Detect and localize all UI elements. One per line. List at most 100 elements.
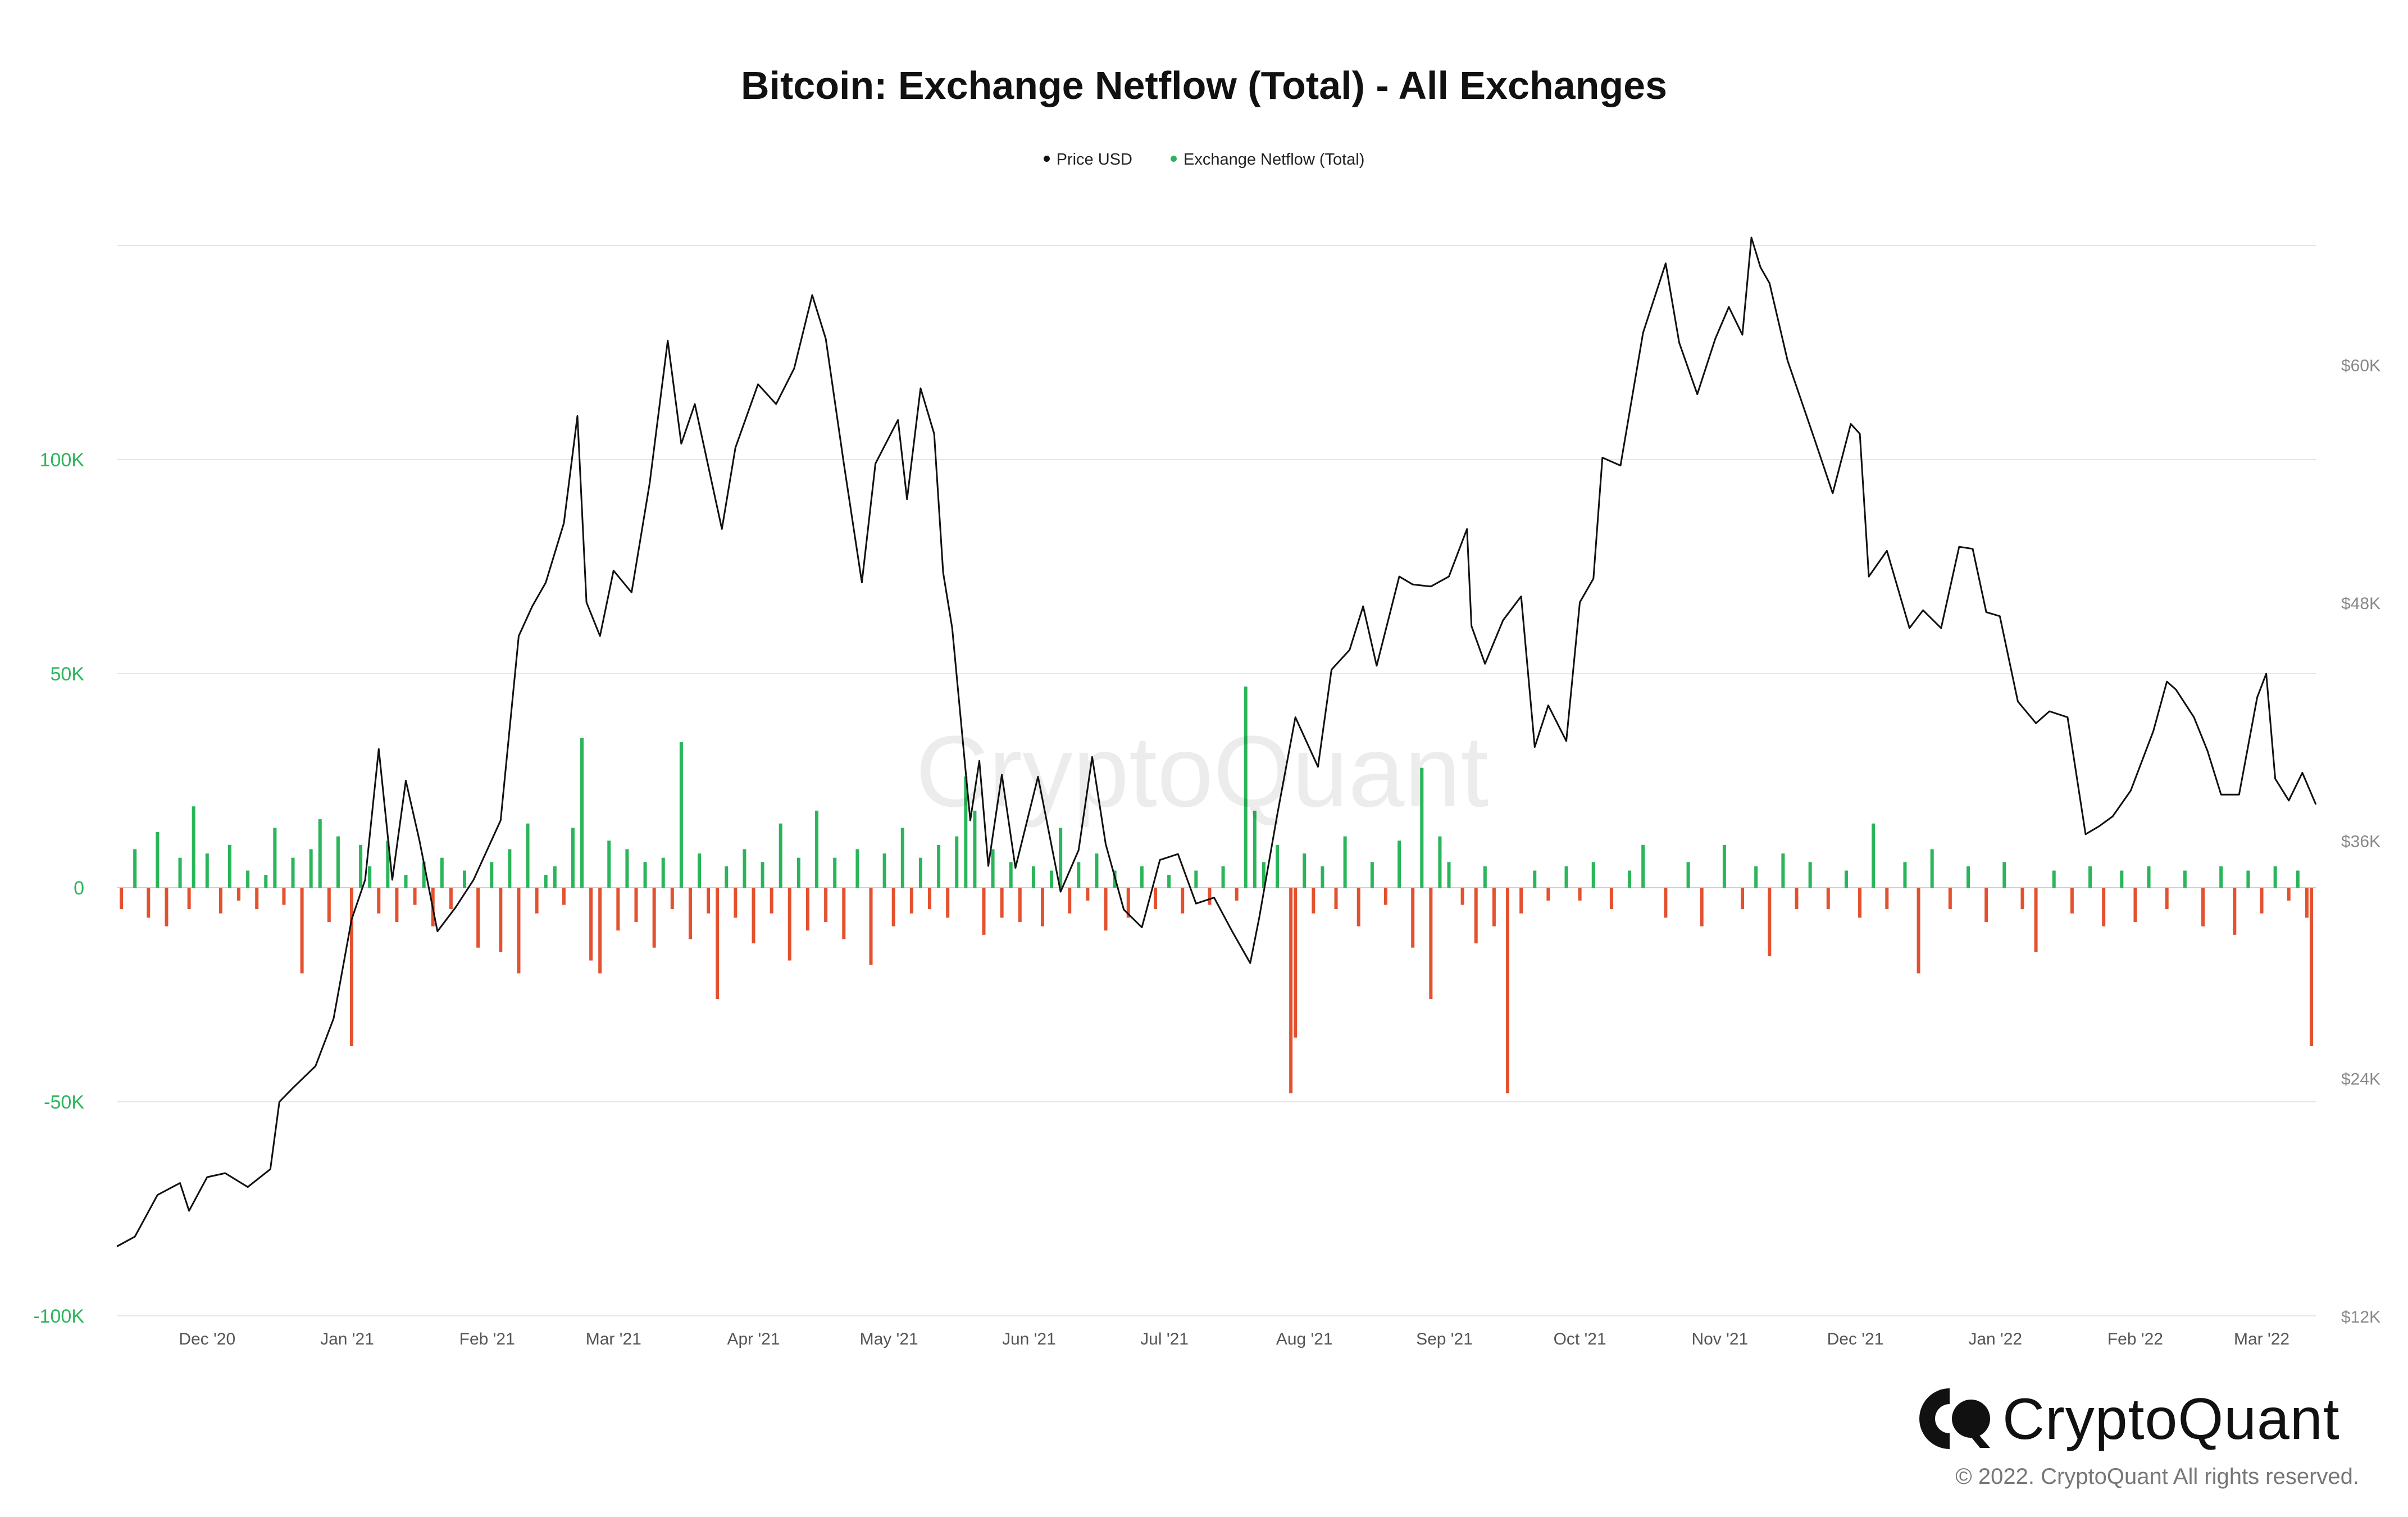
netflow-bar-20 (318, 819, 322, 888)
netflow-bar-176 (2120, 870, 2124, 888)
netflow-bar-124 (1343, 836, 1347, 888)
netflow-bar-107 (1153, 888, 1157, 910)
netflow-bar-122 (1321, 866, 1324, 888)
netflow-bar-73 (815, 810, 819, 888)
netflow-bar-105 (1126, 888, 1130, 918)
netflow-bar-44 (553, 866, 557, 888)
netflow-bar-103 (1104, 888, 1108, 931)
netflow-bar-113 (1235, 888, 1239, 901)
netflow-bar-41 (526, 823, 530, 888)
netflow-bar-135 (1474, 888, 1478, 944)
legend-item-price[interactable]: Price USD (1043, 151, 1132, 169)
netflow-bar-87 (955, 836, 959, 888)
netflow-bar-149 (1686, 862, 1690, 888)
netflow-bar-158 (1826, 888, 1830, 910)
netflow-bar-89 (973, 810, 977, 888)
netflow-bars (120, 686, 2313, 1093)
netflow-bar-52 (625, 849, 629, 888)
netflow-bar-16 (282, 888, 286, 905)
right-tick-label-3: $48K (2341, 594, 2380, 613)
netflow-bar-102 (1095, 853, 1099, 888)
netflow-bar-182 (2219, 866, 2223, 888)
netflow-bar-61 (707, 888, 711, 914)
netflow-bar-49 (598, 888, 602, 974)
netflow-bar-55 (652, 888, 656, 948)
netflow-bar-143 (1578, 888, 1582, 901)
x-tick-label-8: Aug '21 (1276, 1330, 1333, 1348)
chart-title: Bitcoin: Exchange Netflow (Total) - All … (740, 63, 1668, 107)
netflow-bar-168 (1984, 888, 1988, 922)
netflow-bar-24 (359, 844, 363, 888)
netflow-bar-43 (544, 875, 548, 888)
netflow-bar-29 (404, 875, 408, 888)
netflow-bar-56 (661, 857, 665, 888)
netflow-bar-65 (743, 849, 746, 888)
netflow-bar-26 (377, 888, 381, 914)
netflow-bar-164 (1917, 888, 1920, 974)
netflow-bar-30 (413, 888, 417, 905)
netflow-bar-38 (499, 888, 503, 952)
netflow-bar-3 (156, 832, 160, 888)
netflow-bar-185 (2260, 888, 2264, 914)
netflow-bar-53 (634, 888, 638, 922)
legend-item-netflow[interactable]: Exchange Netflow (Total) (1171, 151, 1364, 169)
netflow-bar-189 (2305, 888, 2309, 918)
netflow-bar-95 (1031, 866, 1035, 888)
netflow-bar-159 (1844, 870, 1848, 888)
netflow-bar-111 (1208, 888, 1212, 905)
netflow-bar-2 (147, 888, 151, 918)
netflow-bar-121 (1312, 888, 1315, 914)
price-line-layer (116, 237, 2317, 1247)
netflow-bar-155 (1781, 853, 1785, 888)
netflow-bar-151 (1722, 844, 1726, 888)
netflow-bar-42 (535, 888, 539, 914)
right-tick-label-0: $12K (2341, 1308, 2380, 1327)
x-tick-label-6: Jun '21 (1002, 1330, 1056, 1348)
netflow-bar-25 (368, 866, 372, 888)
netflow-bar-147 (1641, 844, 1645, 888)
netflow-bar-83 (918, 857, 922, 888)
netflow-bar-141 (1546, 888, 1550, 901)
netflow-bar-173 (2070, 888, 2074, 914)
netflow-bar-79 (882, 853, 886, 888)
netflow-bar-177 (2133, 888, 2137, 922)
netflow-bar-146 (1628, 870, 1632, 888)
netflow-bar-101 (1086, 888, 1090, 901)
netflow-bar-142 (1564, 866, 1568, 888)
netflow-bar-9 (219, 888, 222, 914)
netflow-bar-140 (1533, 870, 1537, 888)
netflow-bar-129 (1411, 888, 1415, 948)
netflow-bar-166 (1948, 888, 1952, 910)
netflow-bar-190 (2309, 888, 2313, 1046)
right-tick-label-1: $24K (2341, 1070, 2380, 1089)
netflow-bar-145 (1609, 888, 1613, 910)
x-tick-label-10: Oct '21 (1554, 1330, 1606, 1348)
netflow-bar-37 (490, 862, 494, 888)
netflow-bar-4 (165, 888, 169, 926)
netflow-bar-76 (842, 888, 846, 939)
netflow-bar-120 (1303, 853, 1307, 888)
netflow-bar-15 (273, 828, 277, 888)
netflow-bar-12 (246, 870, 250, 888)
x-tick-label-13: Jan '22 (1968, 1330, 2022, 1348)
netflow-bar-88 (964, 776, 968, 888)
netflow-bar-137 (1492, 888, 1496, 926)
netflow-bar-119 (1294, 888, 1298, 1038)
netflow-bar-133 (1447, 862, 1451, 888)
right-tick-label-4: $60K (2341, 357, 2380, 375)
x-tick-label-2: Feb '21 (459, 1330, 515, 1348)
netflow-bar-184 (2246, 870, 2250, 888)
netflow-bar-109 (1181, 888, 1185, 914)
netflow-bar-130 (1420, 767, 1424, 888)
left-tick-label-2: 0 (74, 878, 84, 899)
netflow-bar-96 (1040, 888, 1044, 926)
netflow-bar-84 (928, 888, 932, 910)
netflow-bar-94 (1018, 888, 1022, 922)
netflow-bar-58 (679, 742, 683, 888)
netflow-bar-0 (120, 888, 124, 910)
x-tick-label-11: Nov '21 (1691, 1330, 1748, 1348)
x-tick-label-1: Jan '21 (320, 1330, 374, 1348)
netflow-bar-7 (192, 806, 195, 888)
left-axis: -100K -50K 0 50K 100K (33, 449, 84, 1327)
netflow-bar-98 (1059, 828, 1063, 888)
